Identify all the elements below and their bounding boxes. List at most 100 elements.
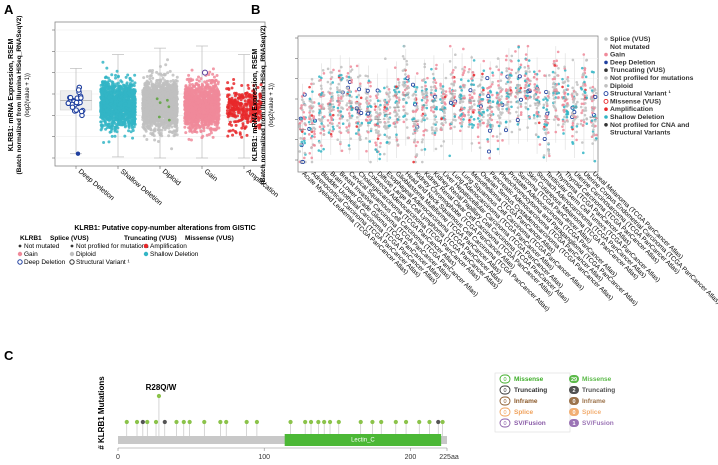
panel-b-point — [310, 156, 314, 160]
panel-a-point — [110, 109, 114, 113]
legend-label: Not profiled for mutations — [76, 243, 149, 250]
panel-a-point — [156, 128, 160, 132]
panel-a-xtick-label: Gain — [203, 168, 219, 183]
panel-a-point — [141, 106, 145, 110]
panel-a-point — [67, 94, 74, 101]
panel-a-point — [101, 60, 105, 64]
panel-a-point — [245, 117, 249, 121]
panel-b-point — [302, 117, 306, 120]
panel-a-point — [232, 111, 236, 115]
panel-a-point — [174, 84, 178, 88]
panel-b-point — [308, 85, 311, 89]
panel-a-point — [128, 116, 132, 120]
panel-b-point — [320, 128, 323, 131]
panel-a-point — [190, 106, 194, 110]
panel-a-point — [242, 107, 246, 111]
panel-a-point — [232, 103, 236, 107]
panel-a-point — [110, 99, 114, 103]
panel-a-point — [163, 79, 167, 83]
panel-a-point — [155, 86, 159, 90]
panel-a-point — [200, 104, 204, 108]
panel-b-point — [319, 150, 323, 153]
legend-marker — [18, 244, 22, 248]
panel-b-point — [319, 84, 323, 88]
panel-b-point — [332, 127, 335, 131]
panel-a-point — [199, 130, 203, 134]
panel-a-point — [75, 151, 81, 156]
panel-a-point — [157, 124, 161, 128]
panel-b-point — [303, 122, 306, 125]
panel-a-point — [171, 79, 175, 83]
panel-b-point — [322, 93, 326, 97]
panel-a-point — [192, 103, 196, 107]
panel-b-point — [318, 141, 321, 144]
panel-a-point — [214, 91, 218, 95]
panel-a-point — [203, 88, 207, 92]
panel-b-point — [317, 149, 321, 152]
panel-a-point — [108, 130, 112, 134]
legend-marker — [70, 244, 74, 248]
panel-a-point — [200, 122, 204, 126]
panel-a-point — [212, 116, 216, 120]
panel-a-point — [172, 134, 176, 138]
panel-a-point — [154, 123, 158, 127]
panel-a-point — [149, 73, 153, 77]
panel-a-point — [99, 128, 103, 132]
panel-a-point — [188, 129, 192, 133]
panel-a-point — [227, 122, 231, 126]
panel-b-point — [313, 132, 316, 136]
panel-a-point — [124, 75, 128, 79]
panel-a-point — [113, 121, 117, 125]
panel-a-point — [201, 111, 205, 115]
panel-a-point — [113, 99, 117, 103]
legend-marker — [69, 251, 75, 257]
panel-a-point — [103, 118, 107, 122]
legend-header-gene: KLRB1 — [20, 235, 42, 242]
panel-b-point — [320, 122, 323, 125]
panel-a-point — [236, 97, 240, 101]
panel-a-point — [246, 83, 250, 87]
panel-b-point — [318, 104, 321, 108]
panel-b-point — [329, 132, 333, 136]
panel-a-point — [175, 133, 179, 137]
panel-a-point — [205, 84, 209, 88]
panel-b-point — [326, 67, 330, 71]
legend-header-missense: Missense (VUS) — [185, 235, 234, 242]
panel-a-point — [240, 135, 244, 139]
panel-a-point — [112, 85, 116, 89]
panel-a-point — [160, 73, 164, 77]
panel-a-point — [167, 105, 171, 109]
panel-b-point — [310, 82, 313, 86]
panel-a-point — [122, 88, 126, 92]
panel-b-point — [312, 130, 316, 133]
panel-b-point — [300, 104, 303, 107]
panel-a-point — [116, 81, 120, 85]
panel-b-point — [323, 115, 326, 118]
legend-header-truncating: Truncating (VUS) — [124, 235, 177, 242]
legend-label: Structural Variant ¹ — [76, 259, 131, 266]
panel-c-label: C — [4, 348, 14, 363]
panel-a-point — [160, 128, 164, 132]
panel-a-point — [105, 66, 109, 70]
panel-a-point — [204, 100, 208, 104]
panel-a-point — [226, 106, 230, 110]
panel-a-point — [149, 128, 153, 132]
panel-a-point — [148, 69, 152, 73]
panel-a-point — [172, 92, 176, 96]
panel-a-point — [197, 75, 201, 79]
panel-a-point — [122, 122, 126, 126]
panel-b-point — [336, 138, 339, 142]
panel-b-point — [331, 125, 335, 129]
legend-label: Amplification — [150, 243, 187, 250]
panel-a-point — [192, 89, 196, 93]
legend-label: Shallow Deletion — [150, 251, 199, 258]
panel-a-point — [153, 104, 157, 108]
panel-a-point — [211, 135, 215, 139]
panel-b-point — [317, 117, 321, 121]
panel-a-point — [163, 73, 167, 77]
panel-a-point — [168, 113, 172, 117]
panel-a-point — [230, 86, 234, 90]
panel-a-point — [121, 105, 125, 109]
panel-a-point — [190, 94, 194, 98]
panel-a-xtick-label: Shallow Deletion — [119, 168, 164, 207]
